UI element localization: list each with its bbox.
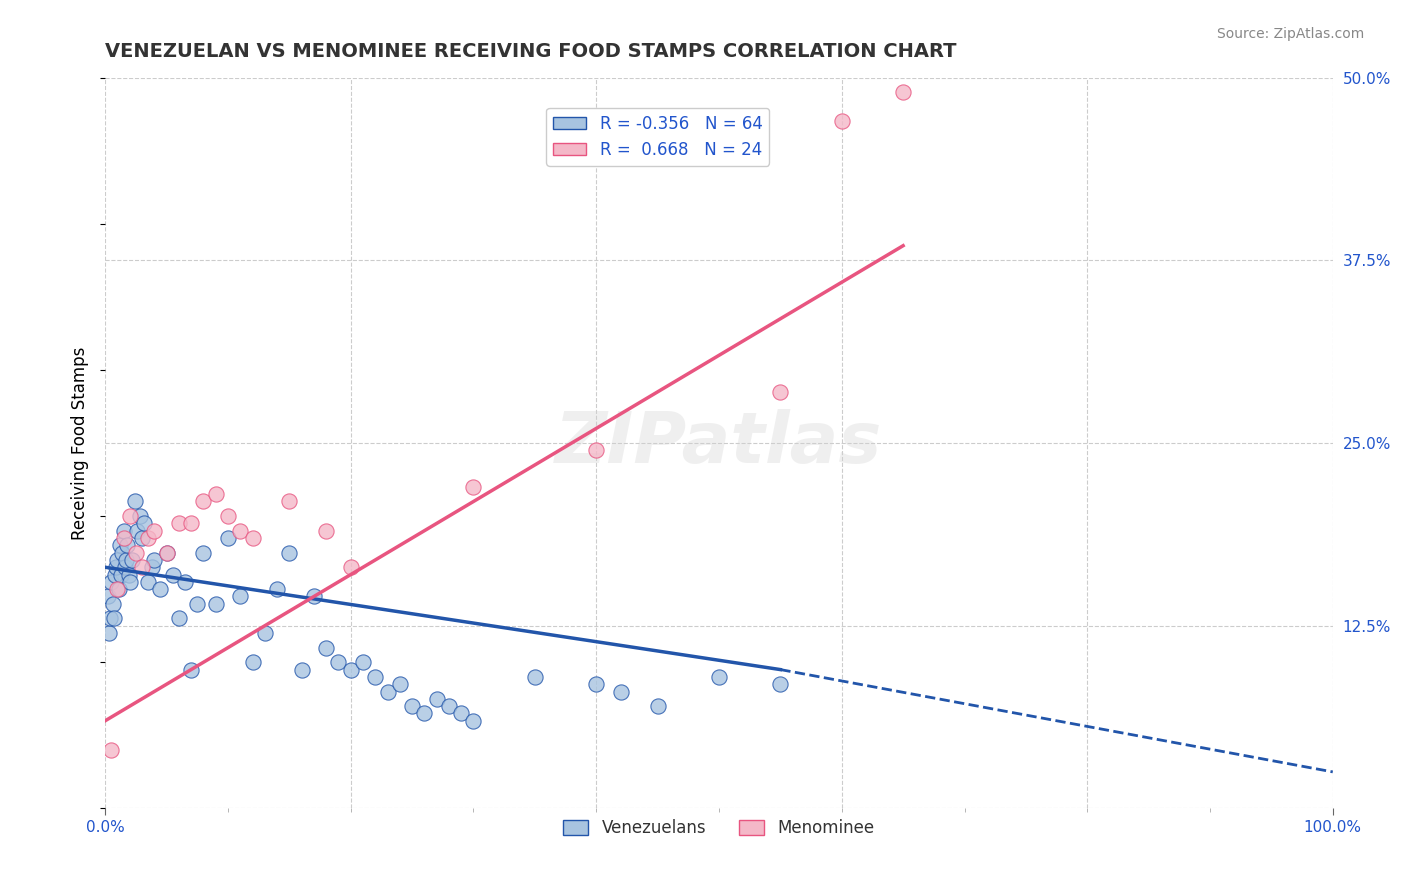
Point	[193, 494, 215, 508]
Point	[97, 626, 120, 640]
Point	[155, 546, 177, 560]
Point	[253, 626, 276, 640]
Point	[115, 553, 138, 567]
Point	[463, 480, 485, 494]
Point	[108, 538, 131, 552]
Text: ZIPatlas: ZIPatlas	[555, 409, 883, 477]
Point	[97, 590, 120, 604]
Y-axis label: Receiving Food Stamps: Receiving Food Stamps	[72, 346, 89, 540]
Point	[585, 677, 607, 691]
Legend: Venezuelans, Menominee: Venezuelans, Menominee	[557, 813, 882, 844]
Point	[352, 655, 374, 669]
Point	[107, 582, 129, 597]
Point	[107, 553, 129, 567]
Point	[100, 743, 122, 757]
Point	[523, 670, 546, 684]
Point	[180, 516, 202, 531]
Point	[266, 582, 288, 597]
Point	[118, 509, 141, 524]
Point	[162, 567, 184, 582]
Point	[204, 597, 226, 611]
Point	[167, 611, 190, 625]
Point	[104, 567, 127, 582]
Point	[131, 560, 153, 574]
Point	[112, 531, 135, 545]
Point	[339, 663, 361, 677]
Point	[217, 509, 239, 524]
Point	[180, 663, 202, 677]
Point	[315, 640, 337, 655]
Point	[891, 85, 914, 99]
Point	[136, 574, 159, 589]
Point	[111, 546, 134, 560]
Point	[463, 714, 485, 728]
Point	[229, 524, 252, 538]
Point	[131, 531, 153, 545]
Point	[143, 553, 166, 567]
Point	[143, 524, 166, 538]
Point	[121, 553, 143, 567]
Point	[315, 524, 337, 538]
Point	[167, 516, 190, 531]
Point	[388, 677, 411, 691]
Point	[186, 597, 208, 611]
Point	[117, 567, 139, 582]
Point	[302, 590, 325, 604]
Point	[242, 531, 264, 545]
Point	[328, 655, 350, 669]
Point	[117, 538, 139, 552]
Point	[707, 670, 730, 684]
Point	[110, 567, 132, 582]
Point	[769, 677, 792, 691]
Point	[134, 516, 156, 531]
Point	[141, 560, 163, 574]
Point	[585, 443, 607, 458]
Point	[101, 597, 124, 611]
Point	[128, 509, 150, 524]
Point	[112, 524, 135, 538]
Text: VENEZUELAN VS MENOMINEE RECEIVING FOOD STAMPS CORRELATION CHART: VENEZUELAN VS MENOMINEE RECEIVING FOOD S…	[105, 42, 956, 61]
Point	[401, 699, 423, 714]
Point	[450, 706, 472, 721]
Point	[100, 574, 122, 589]
Point	[155, 546, 177, 560]
Point	[127, 524, 149, 538]
Point	[124, 494, 146, 508]
Point	[413, 706, 436, 721]
Point	[339, 560, 361, 574]
Text: Source: ZipAtlas.com: Source: ZipAtlas.com	[1216, 27, 1364, 41]
Point	[105, 560, 128, 574]
Point	[204, 487, 226, 501]
Point	[149, 582, 172, 597]
Point	[291, 663, 314, 677]
Point	[769, 384, 792, 399]
Point	[98, 611, 121, 625]
Point	[647, 699, 669, 714]
Point	[174, 574, 197, 589]
Point	[217, 531, 239, 545]
Point	[831, 114, 853, 128]
Point	[364, 670, 387, 684]
Point	[278, 546, 301, 560]
Point	[118, 574, 141, 589]
Point	[437, 699, 460, 714]
Point	[229, 590, 252, 604]
Point	[610, 684, 633, 698]
Point	[278, 494, 301, 508]
Point	[193, 546, 215, 560]
Point	[107, 582, 129, 597]
Point	[136, 531, 159, 545]
Point	[242, 655, 264, 669]
Point	[377, 684, 399, 698]
Point	[114, 560, 136, 574]
Point	[103, 611, 125, 625]
Point	[125, 546, 148, 560]
Point	[426, 691, 449, 706]
